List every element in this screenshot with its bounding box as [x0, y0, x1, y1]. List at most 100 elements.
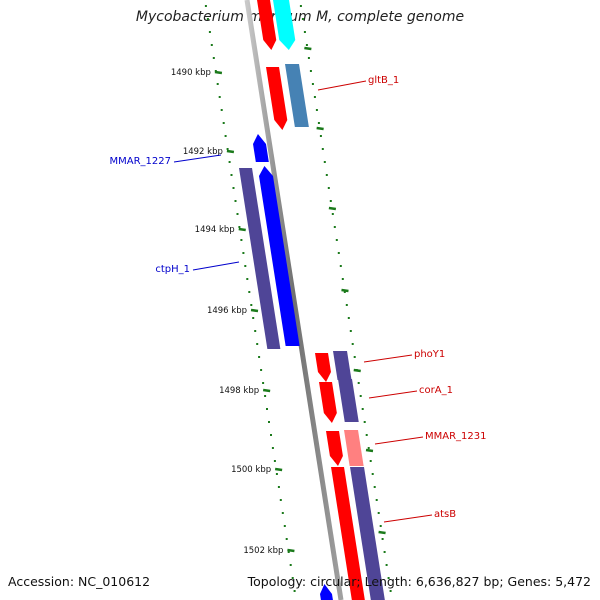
guide-dot — [232, 187, 235, 189]
guide-dot — [327, 187, 330, 189]
guide-dot — [293, 590, 296, 592]
guide-dot — [369, 460, 372, 462]
guide-dot — [345, 304, 348, 306]
guide-dot — [252, 317, 255, 319]
major-tick — [274, 467, 283, 472]
guide-dot — [375, 499, 378, 501]
guide-dot — [204, 5, 207, 7]
guide-dot — [271, 447, 274, 449]
gene-feature-corA-indigo — [338, 379, 359, 422]
guide-dot — [246, 278, 249, 280]
gene-feature-atsB-red — [331, 467, 365, 600]
major-tick — [341, 288, 349, 293]
guide-dot — [248, 291, 251, 293]
guide-dot — [387, 577, 390, 579]
major-tick — [214, 70, 223, 75]
major-tick — [328, 206, 337, 211]
guide-dot — [240, 239, 243, 241]
guide-dot — [250, 304, 253, 306]
guide-dot — [325, 174, 328, 176]
guide-dot — [256, 343, 259, 345]
guide-dot — [234, 200, 237, 202]
gene-feature-ctpH-blue — [259, 166, 300, 346]
guide-dot — [381, 538, 384, 540]
guide-dot — [347, 317, 350, 319]
gene-label-leader-line — [317, 80, 367, 91]
gene-feature-MMAR1231-pink — [344, 430, 364, 466]
guide-dot — [210, 44, 213, 46]
guide-dot — [228, 161, 231, 163]
major-tick — [250, 308, 259, 313]
major-tick — [287, 548, 295, 553]
guide-dot — [349, 330, 352, 332]
guide-dot — [333, 226, 336, 228]
guide-dot — [337, 252, 340, 254]
guide-dot — [305, 44, 308, 46]
tick-label: 1498 kbp — [219, 386, 259, 396]
gene-label: corA_1 — [419, 385, 453, 396]
guide-dot — [353, 356, 356, 358]
gene-feature-MMAR1231-red — [326, 431, 343, 466]
gene-label-leader-line — [374, 436, 424, 445]
guide-dot — [373, 486, 376, 488]
guide-dot — [266, 408, 268, 410]
guide-dot — [367, 447, 370, 449]
guide-dot — [371, 473, 374, 475]
guide-dot — [321, 148, 324, 150]
guide-dot — [385, 564, 388, 566]
gene-feature-ctpH-indigo — [239, 168, 281, 349]
gene-label: MMAR_1231 — [425, 431, 487, 442]
guide-dot — [389, 590, 392, 592]
tick-label: 1490 kbp — [171, 68, 211, 78]
tick-label: 1496 kbp — [207, 306, 247, 316]
tick-label: 1494 kbp — [195, 225, 235, 235]
guide-dot — [222, 122, 225, 124]
guide-dot — [262, 382, 265, 384]
guide-dot — [363, 421, 366, 423]
major-tick — [316, 126, 324, 131]
gene-label: MMAR_1227 — [110, 156, 172, 167]
gene-label: gltB_1 — [368, 75, 399, 86]
major-tick — [262, 388, 271, 393]
guide-dot — [260, 369, 263, 371]
guide-dot — [230, 174, 233, 176]
guide-dot — [319, 135, 322, 137]
guide-dot — [281, 512, 284, 514]
guide-dot — [335, 239, 338, 241]
major-tick — [353, 368, 361, 373]
gene-label-leader-line — [192, 261, 240, 271]
guide-dot — [220, 109, 223, 111]
gene-label-leader-line — [173, 154, 222, 163]
guide-dot — [226, 148, 229, 150]
tick-label: 1492 kbp — [183, 147, 223, 157]
genome-summary-text: Topology: circular; Length: 6,636,827 bp… — [247, 574, 591, 589]
gene-labels: gltB_1 MMAR_1227 ctpH_1 phoY1 corA_1 MMAR_123… — [110, 75, 487, 523]
major-tick — [378, 530, 386, 535]
guide-dot — [359, 395, 362, 397]
major-tick — [226, 149, 235, 154]
gene-feature-phoY1-red — [315, 353, 331, 382]
guide-dot — [238, 226, 241, 228]
guide-dot — [277, 486, 280, 488]
tick-marks: 1490 kbp 1492 kbp 1494 kbp 1496 kbp 1498 kbp… — [171, 46, 386, 556]
guide-dot — [377, 512, 380, 514]
guide-dot — [357, 382, 360, 384]
guide-dot — [264, 395, 267, 397]
map-title: Mycobacterium marinum M, complete genome — [135, 9, 465, 25]
gene-feature-MMAR1227 — [253, 134, 269, 162]
gene-feature-bottom-blue — [320, 584, 333, 600]
gene-label-leader-line — [383, 514, 433, 523]
gene-features — [239, 0, 385, 600]
guide-dot — [299, 5, 302, 7]
guide-dot — [311, 83, 314, 85]
gene-feature-gltB-red — [266, 67, 288, 130]
major-tick — [304, 46, 312, 51]
guide-dot — [254, 330, 257, 332]
guide-dot — [258, 356, 261, 358]
gene-feature-top-cyan — [273, 0, 296, 50]
gene-feature-atsB-indigo — [350, 467, 385, 600]
guide-dot — [287, 551, 290, 553]
gene-label: phoY1 — [414, 349, 445, 360]
gene-label: ctpH_1 — [155, 264, 190, 275]
guide-dot — [323, 161, 326, 163]
